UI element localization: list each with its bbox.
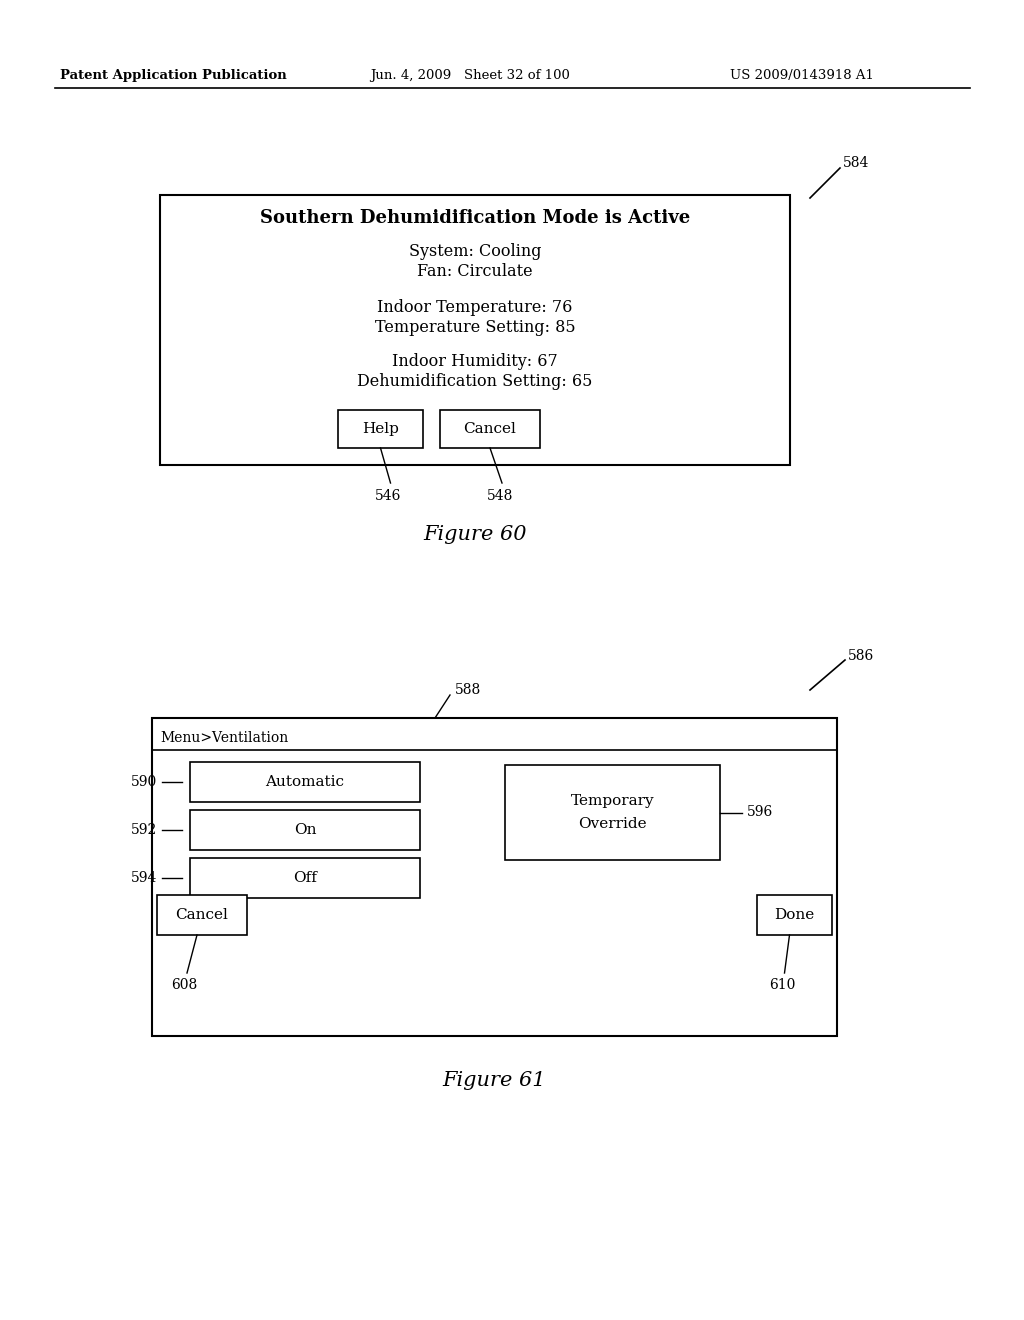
- Text: Figure 61: Figure 61: [442, 1071, 546, 1089]
- Text: On: On: [294, 822, 316, 837]
- Text: Temporary
Override: Temporary Override: [570, 795, 654, 830]
- Text: Off: Off: [293, 871, 317, 884]
- Text: 548: 548: [486, 488, 513, 503]
- Text: 596: 596: [746, 805, 773, 820]
- Text: Jun. 4, 2009   Sheet 32 of 100: Jun. 4, 2009 Sheet 32 of 100: [370, 69, 570, 82]
- Text: Fan: Circulate: Fan: Circulate: [417, 264, 532, 281]
- Bar: [338, 411, 423, 447]
- Bar: [160, 195, 790, 465]
- Text: Patent Application Publication: Patent Application Publication: [60, 69, 287, 82]
- Bar: [757, 895, 831, 935]
- Text: Help: Help: [362, 422, 399, 436]
- Text: 608: 608: [171, 978, 198, 993]
- Text: Indoor Humidity: 67: Indoor Humidity: 67: [392, 354, 558, 371]
- Text: 592: 592: [131, 822, 157, 837]
- Bar: [190, 762, 420, 803]
- Text: 610: 610: [769, 978, 796, 993]
- Bar: [152, 718, 837, 1036]
- Text: Cancel: Cancel: [464, 422, 516, 436]
- Text: Menu>Ventilation: Menu>Ventilation: [160, 731, 288, 744]
- Bar: [190, 858, 420, 898]
- Text: System: Cooling: System: Cooling: [409, 243, 542, 260]
- Text: Temperature Setting: 85: Temperature Setting: 85: [375, 318, 575, 335]
- Bar: [157, 895, 247, 935]
- Text: Automatic: Automatic: [265, 775, 344, 789]
- Text: Southern Dehumidification Mode is Active: Southern Dehumidification Mode is Active: [260, 209, 690, 227]
- Text: Dehumidification Setting: 65: Dehumidification Setting: 65: [357, 374, 593, 391]
- Text: Figure 60: Figure 60: [423, 525, 526, 544]
- Text: Indoor Temperature: 76: Indoor Temperature: 76: [377, 298, 572, 315]
- Text: US 2009/0143918 A1: US 2009/0143918 A1: [730, 69, 873, 82]
- Text: Done: Done: [774, 908, 815, 921]
- Text: Cancel: Cancel: [175, 908, 228, 921]
- Bar: [440, 411, 540, 447]
- Text: 588: 588: [455, 682, 481, 697]
- Bar: [190, 810, 420, 850]
- Text: 594: 594: [131, 871, 157, 884]
- Text: 590: 590: [131, 775, 157, 789]
- Text: 546: 546: [376, 488, 401, 503]
- Bar: [505, 766, 720, 861]
- Text: 584: 584: [843, 156, 869, 170]
- Text: 586: 586: [848, 649, 874, 663]
